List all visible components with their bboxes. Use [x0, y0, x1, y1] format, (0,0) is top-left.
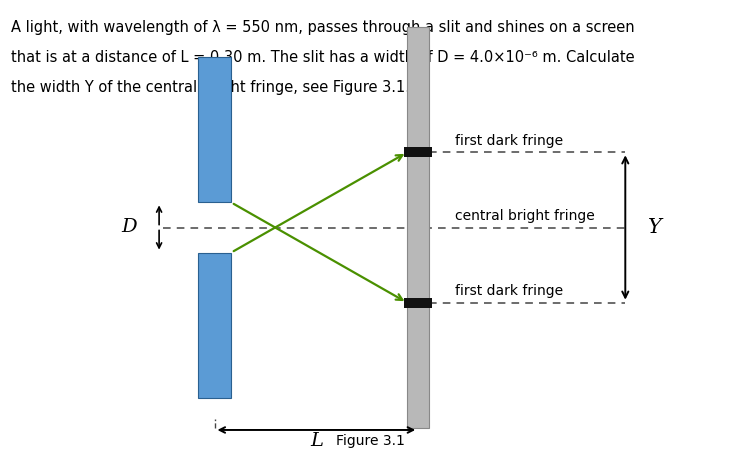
Bar [198, 253, 231, 398]
Text: Y: Y [648, 218, 662, 237]
Bar [407, 27, 429, 428]
Text: Figure 3.1: Figure 3.1 [335, 434, 405, 448]
Text: that is at a distance of L = 0.30 m. The slit has a width of D = 4.0×10⁻⁶ m. Cal: that is at a distance of L = 0.30 m. The… [11, 50, 635, 65]
Text: first dark fringe: first dark fringe [455, 284, 563, 298]
Text: the width Y of the central bright fringe, see Figure 3.1.: the width Y of the central bright fringe… [11, 80, 410, 95]
Text: A light, with wavelength of λ = 550 nm, passes through a slit and shines on a sc: A light, with wavelength of λ = 550 nm, … [11, 20, 635, 35]
Bar [404, 298, 432, 308]
Text: central bright fringe: central bright fringe [455, 209, 595, 223]
Bar [404, 147, 432, 157]
Bar [198, 57, 231, 202]
Text: L: L [310, 432, 323, 450]
Text: D: D [121, 218, 137, 237]
Text: first dark fringe: first dark fringe [455, 134, 563, 148]
